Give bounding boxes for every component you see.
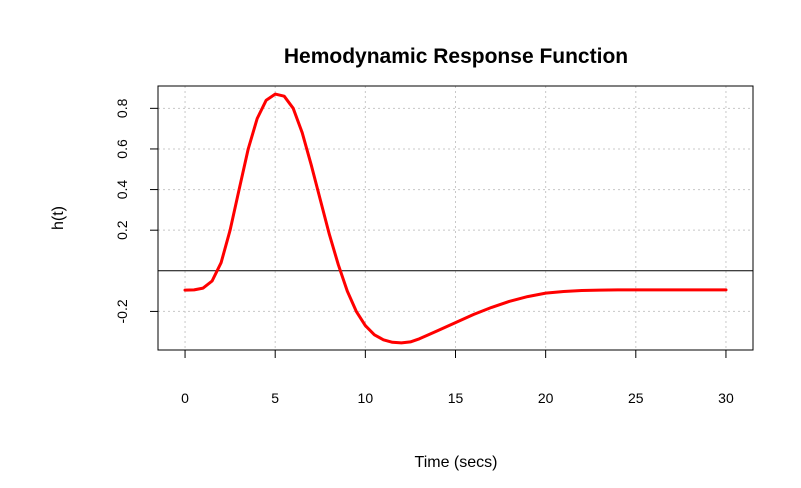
- x-tick-label-3: 15: [448, 390, 464, 406]
- y-axis-label: h(t): [50, 206, 67, 230]
- hrf-curve: [183, 92, 728, 345]
- x-tick-label-4: 20: [538, 390, 554, 406]
- x-tick-label-2: 10: [358, 390, 374, 406]
- x-axis: 0 5 10 15 20 25 30: [181, 349, 734, 406]
- x-tick-label-1: 5: [271, 390, 279, 406]
- y-tick-label-2: 0.4: [114, 180, 130, 200]
- y-axis: -0.2 0.2 0.4 0.6 0.8: [114, 98, 159, 323]
- y-tick-label-4: 0.8: [114, 98, 130, 118]
- x-tick-label-5: 25: [628, 390, 644, 406]
- x-tick-label-6: 30: [718, 390, 734, 406]
- y-tick-label-1: 0.2: [114, 220, 130, 240]
- chart-title: Hemodynamic Response Function: [284, 45, 628, 68]
- y-tick-label-0: -0.2: [114, 299, 130, 323]
- x-tick-label-0: 0: [181, 390, 189, 406]
- x-axis-label: Time (secs): [415, 454, 498, 471]
- grid-lines: [158, 86, 753, 350]
- y-tick-label-3: 0.6: [114, 139, 130, 159]
